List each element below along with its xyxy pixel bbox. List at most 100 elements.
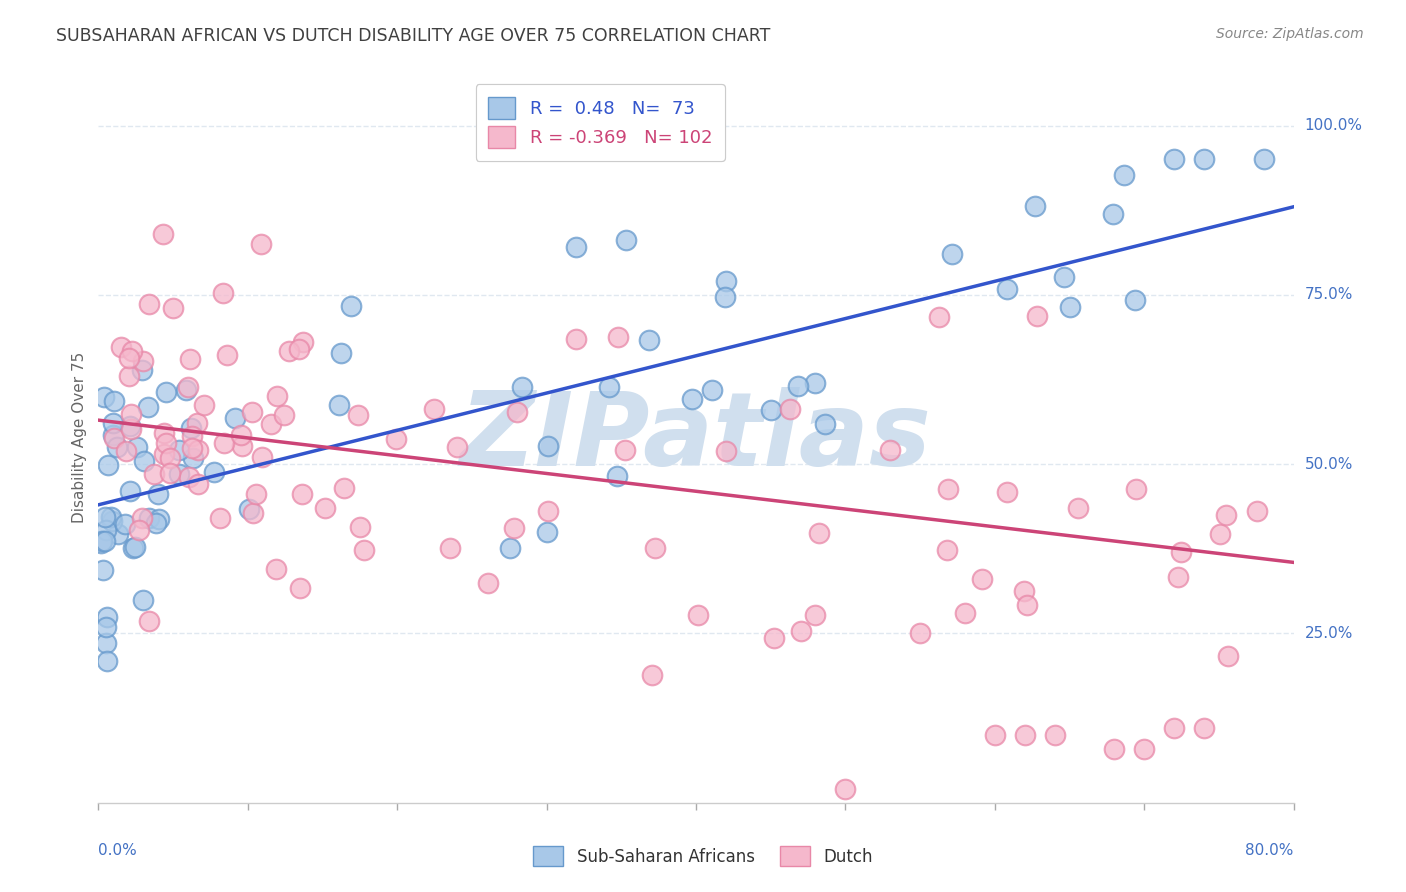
Point <box>128 523 150 537</box>
Point <box>115 444 138 458</box>
Text: 25.0%: 25.0% <box>1305 626 1353 641</box>
Point <box>107 441 129 455</box>
Text: ZIPatlas: ZIPatlas <box>460 386 932 488</box>
Point <box>153 447 176 461</box>
Point <box>242 507 264 521</box>
Point <box>1053 270 1076 285</box>
Y-axis label: Disability Age Over 75: Disability Age Over 75 <box>72 351 87 523</box>
Point <box>641 667 664 681</box>
Point <box>814 417 837 431</box>
Point <box>143 467 166 482</box>
Point <box>103 428 125 442</box>
Point <box>292 334 315 349</box>
Point <box>385 432 408 446</box>
Point <box>114 516 136 531</box>
Text: SUBSAHARAN AFRICAN VS DUTCH DISABILITY AGE OVER 75 CORRELATION CHART: SUBSAHARAN AFRICAN VS DUTCH DISABILITY A… <box>56 27 770 45</box>
Point <box>1024 199 1046 213</box>
Point <box>107 527 129 541</box>
Point <box>245 486 267 500</box>
Point <box>330 346 353 360</box>
Point <box>174 383 197 397</box>
Point <box>941 247 963 261</box>
Point <box>333 481 356 495</box>
Point <box>537 504 560 518</box>
Point <box>231 439 253 453</box>
Point <box>616 233 638 247</box>
Point <box>1017 598 1039 612</box>
Point <box>1012 584 1035 599</box>
Point <box>97 458 120 472</box>
Text: 80.0%: 80.0% <box>1246 843 1294 858</box>
Point <box>908 626 931 640</box>
Point <box>1192 721 1215 735</box>
Point <box>928 310 950 324</box>
Point <box>138 614 160 628</box>
Point <box>1253 153 1275 167</box>
Point <box>180 420 202 434</box>
Point <box>136 401 159 415</box>
Point <box>506 405 529 419</box>
Point <box>134 454 156 468</box>
Point <box>177 380 200 394</box>
Point <box>120 407 142 421</box>
Point <box>779 402 801 417</box>
Point <box>713 290 735 304</box>
Point <box>101 514 124 528</box>
Point <box>972 572 994 586</box>
Point <box>208 511 231 525</box>
Point <box>96 635 118 649</box>
Point <box>879 442 901 457</box>
Text: 100.0%: 100.0% <box>1305 118 1362 133</box>
Point <box>787 379 810 393</box>
Point <box>250 237 273 252</box>
Point <box>266 389 288 403</box>
Point <box>100 509 122 524</box>
Point <box>328 398 350 412</box>
Point <box>224 411 246 425</box>
Point <box>759 403 782 417</box>
Point <box>1101 207 1123 221</box>
Point <box>159 466 181 480</box>
Point <box>291 486 314 500</box>
Legend: Sub-Saharan Africans, Dutch: Sub-Saharan Africans, Dutch <box>527 839 879 873</box>
Point <box>180 429 202 443</box>
Point <box>644 541 666 555</box>
Point <box>187 443 209 458</box>
Point <box>179 352 201 367</box>
Point <box>120 422 142 436</box>
Point <box>997 485 1019 500</box>
Point <box>145 516 167 530</box>
Point <box>1133 741 1156 756</box>
Point <box>273 408 295 422</box>
Text: Source: ZipAtlas.com: Source: ZipAtlas.com <box>1216 27 1364 41</box>
Point <box>347 408 370 422</box>
Point <box>638 333 661 347</box>
Point <box>118 368 141 383</box>
Point <box>93 390 115 404</box>
Point <box>288 581 311 595</box>
Point <box>264 562 287 576</box>
Point <box>953 606 976 620</box>
Point <box>127 440 149 454</box>
Point <box>598 379 620 393</box>
Point <box>614 442 637 457</box>
Point <box>288 343 311 357</box>
Point <box>1246 504 1268 518</box>
Legend: R =  0.48   N=  73, R = -0.369   N= 102: R = 0.48 N= 73, R = -0.369 N= 102 <box>475 84 725 161</box>
Point <box>1014 728 1036 742</box>
Point <box>1125 483 1147 497</box>
Text: 75.0%: 75.0% <box>1305 287 1353 302</box>
Point <box>1043 728 1066 742</box>
Point <box>146 487 169 501</box>
Point <box>167 442 190 457</box>
Point <box>702 383 724 397</box>
Point <box>94 510 117 524</box>
Point <box>499 541 522 555</box>
Point <box>1112 168 1135 182</box>
Point <box>96 654 118 668</box>
Point <box>238 502 260 516</box>
Point <box>353 543 375 558</box>
Point <box>202 465 225 479</box>
Point <box>250 450 273 464</box>
Point <box>446 440 468 454</box>
